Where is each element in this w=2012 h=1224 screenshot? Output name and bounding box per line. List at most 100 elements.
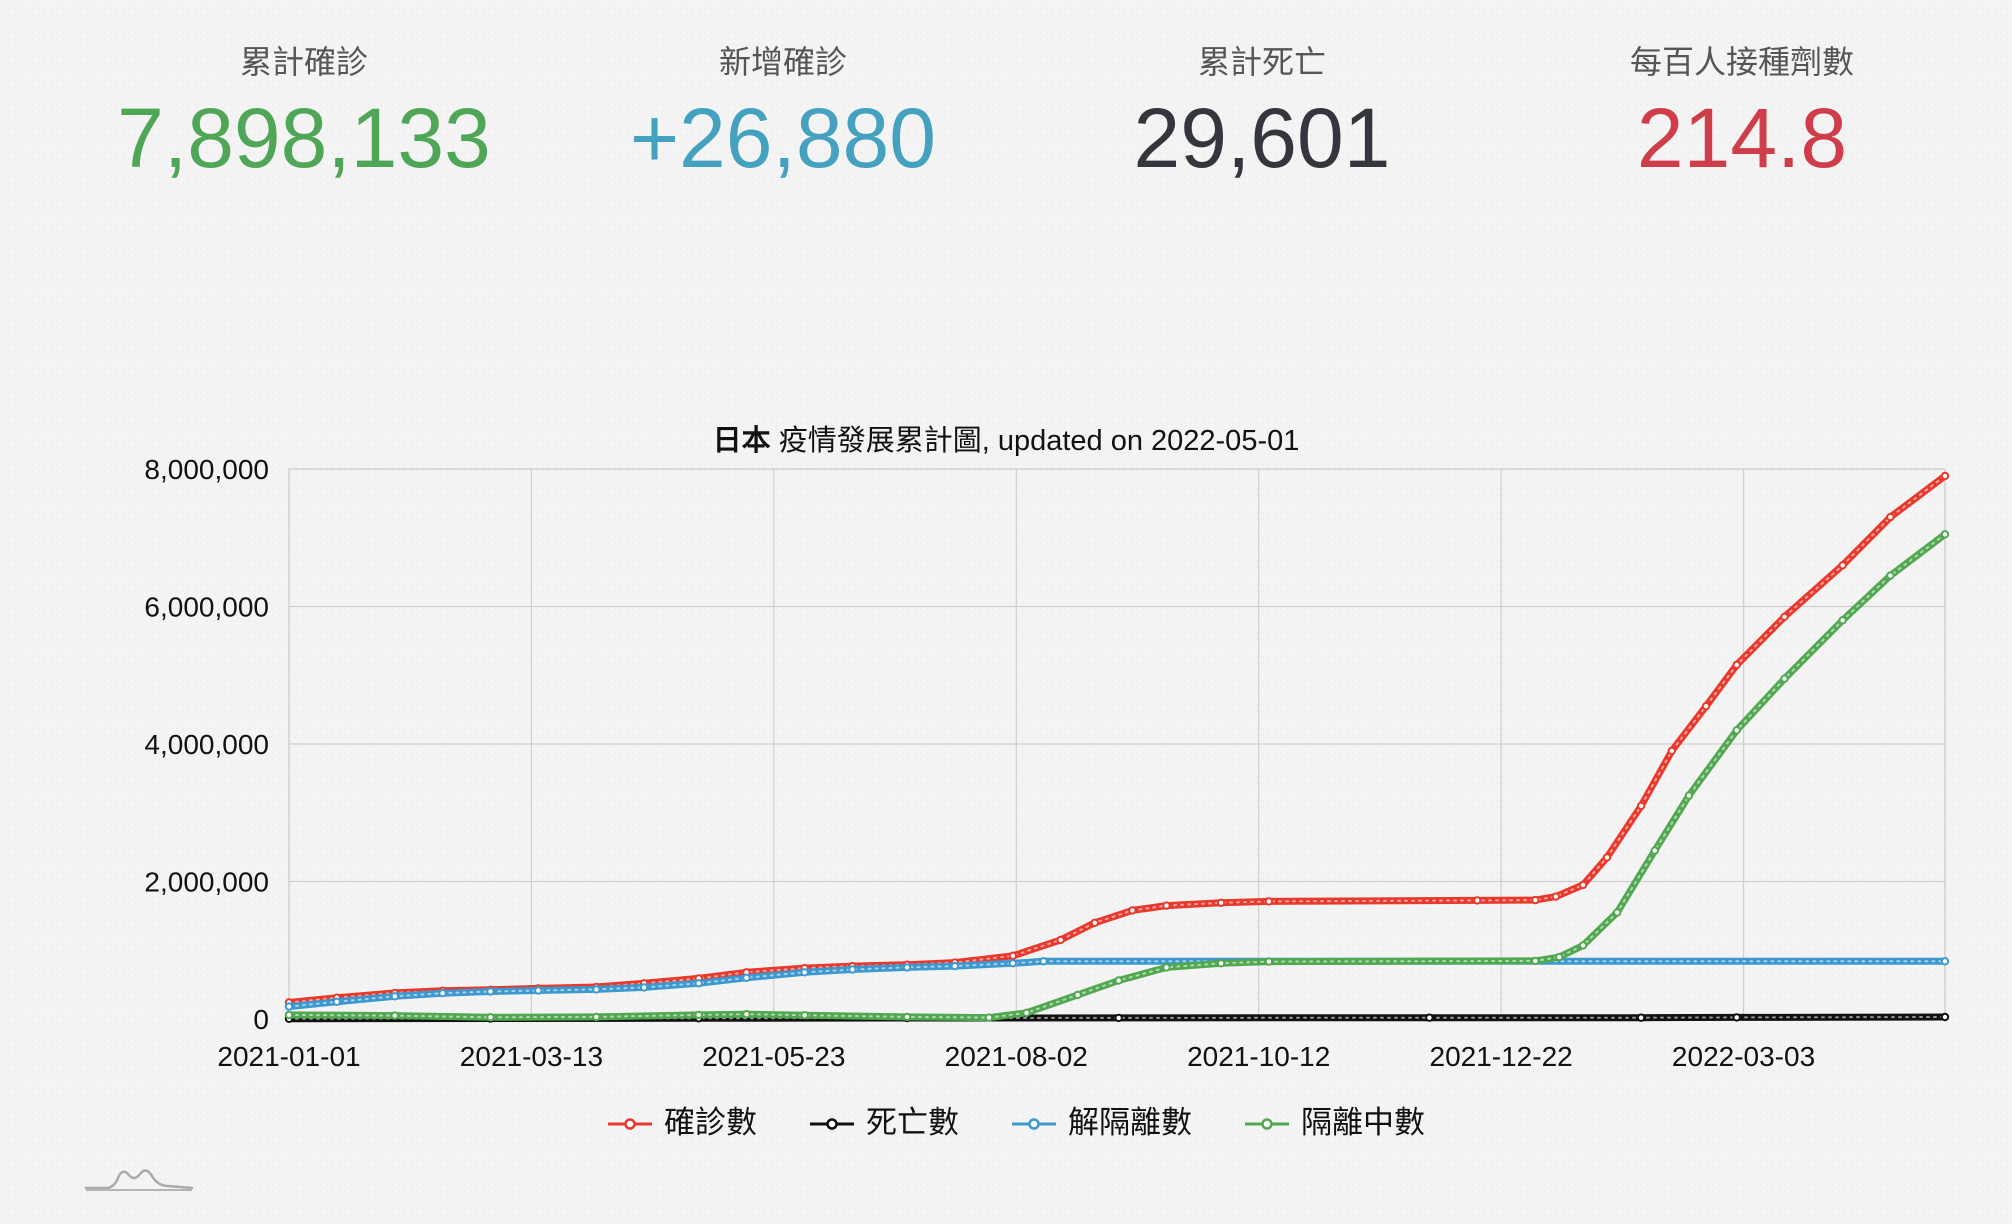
data-point [1555, 952, 1564, 962]
x-tick-label: 2021-10-12 [1187, 1041, 1330, 1072]
legend-swatch-marker [624, 1118, 636, 1130]
legend-swatch-marker [1261, 1118, 1273, 1130]
data-point [1940, 1012, 1950, 1022]
x-tick-label: 2022-03-03 [1672, 1041, 1815, 1072]
series-3 [284, 530, 1950, 1022]
stat-value: 29,601 [1133, 91, 1391, 185]
data-point [1940, 471, 1950, 481]
data-point [1684, 791, 1694, 800]
data-point [1162, 963, 1171, 972]
grid [288, 468, 1946, 1020]
data-point [1732, 1013, 1741, 1022]
axes: 0 2,000,000 4,000,000 6,000,000 8,000,000 202… [144, 454, 1945, 1072]
data-point [390, 992, 399, 1001]
data-point [390, 1011, 399, 1020]
legend-label: 解隔離數 [1068, 1105, 1192, 1141]
data-point [284, 1002, 294, 1011]
data-point [1940, 530, 1950, 539]
data-point [1425, 1013, 1434, 1022]
data-point [1780, 674, 1789, 683]
data-point [1216, 898, 1226, 907]
data-point [1940, 957, 1950, 966]
legend-swatch-marker [1028, 1118, 1040, 1130]
stat-new-confirmed: 新增確診 +26,880 [543, 40, 1023, 190]
data-point [1128, 906, 1137, 915]
data-point [592, 1012, 601, 1022]
y-tick-label: 6,000,000 [144, 592, 269, 623]
data-point [1886, 512, 1895, 522]
legend-item: 死亡數 [810, 1105, 959, 1141]
data-point [1780, 612, 1789, 622]
data-point [1056, 935, 1065, 945]
data-point [1073, 990, 1082, 1000]
series-marker-texture [288, 533, 1946, 1019]
data-point [1039, 957, 1048, 966]
legend-item: 隔離中數 [1245, 1105, 1425, 1141]
data-point [332, 997, 341, 1006]
data-point [1838, 616, 1847, 625]
stat-label: 累計確診 [239, 43, 368, 81]
legend-item: 解隔離數 [1012, 1105, 1192, 1141]
x-tick-label: 2021-08-02 [945, 1041, 1088, 1072]
data-point [742, 1010, 751, 1019]
data-point [1008, 951, 1018, 960]
data-point [694, 979, 703, 988]
data-point [1838, 561, 1847, 570]
data-point [800, 1011, 809, 1020]
data-point [1114, 976, 1123, 985]
series-line [285, 472, 1949, 1006]
data-point [742, 973, 751, 982]
legend-item: 確診數 [608, 1105, 757, 1141]
x-tick-label: 2021-05-23 [702, 1041, 845, 1072]
mountain-logo-icon [84, 1169, 194, 1191]
stat-value: +26,880 [630, 91, 936, 185]
data-point [1602, 853, 1612, 862]
data-point [639, 983, 649, 992]
stat-vaccine-doses: 每百人接種劑數 214.8 [1502, 40, 1982, 190]
data-point [1531, 895, 1540, 905]
legend-label: 確診數 [664, 1105, 757, 1141]
data-point [1613, 908, 1622, 917]
data-point [1578, 880, 1588, 890]
legend-label: 死亡數 [866, 1105, 959, 1141]
x-tick-label: 2021-01-01 [217, 1041, 360, 1072]
data-point [1531, 956, 1540, 966]
series-marker-texture [288, 1016, 1946, 1020]
y-tick-label: 0 [253, 1004, 269, 1035]
data-point [1264, 957, 1274, 966]
x-tick-label: 2021-12-22 [1430, 1041, 1573, 1072]
data-point [486, 987, 495, 996]
data-point [1264, 897, 1274, 906]
stat-label: 累計死亡 [1197, 43, 1326, 81]
data-point [1667, 746, 1677, 756]
data-point [1701, 702, 1711, 711]
data-point [1090, 918, 1100, 927]
stat-total-confirmed: 累計確診 7,898,133 [64, 40, 544, 190]
data-point [902, 963, 912, 972]
data-point [438, 989, 447, 998]
data-point [1636, 801, 1646, 811]
cumulative-chart: 0 2,000,000 4,000,000 6,000,000 8,000,000 202… [144, 424, 1950, 1141]
data-point [1114, 1013, 1123, 1023]
y-tick-label: 8,000,000 [144, 454, 269, 485]
data-point [800, 968, 809, 977]
series-marker-texture [288, 960, 1946, 1008]
data-point [284, 1010, 294, 1020]
data-point [1886, 571, 1895, 580]
series-0 [284, 471, 1950, 1007]
data-point [694, 1010, 703, 1020]
series-2 [284, 957, 1950, 1011]
data-point [1732, 660, 1741, 670]
stat-total-deaths: 累計死亡 29,601 [1022, 40, 1502, 190]
data-point [1216, 959, 1226, 968]
chart-title: 日本 疫情發展累計圖, updated on 2022-05-01 [713, 424, 1300, 457]
data-point [592, 985, 601, 994]
series-layer [284, 471, 1950, 1023]
legend: 確診數 死亡數 解隔離數 隔離中數 [608, 1105, 1425, 1141]
series-marker-texture [288, 474, 1946, 1004]
data-point [534, 986, 543, 995]
data-point [1732, 726, 1741, 735]
stats-bar: 累計確診 7,898,133 新增確診 +26,880 累計死亡 29,601 … [0, 40, 2012, 190]
data-point [1636, 1013, 1646, 1022]
data-point [902, 1012, 912, 1022]
